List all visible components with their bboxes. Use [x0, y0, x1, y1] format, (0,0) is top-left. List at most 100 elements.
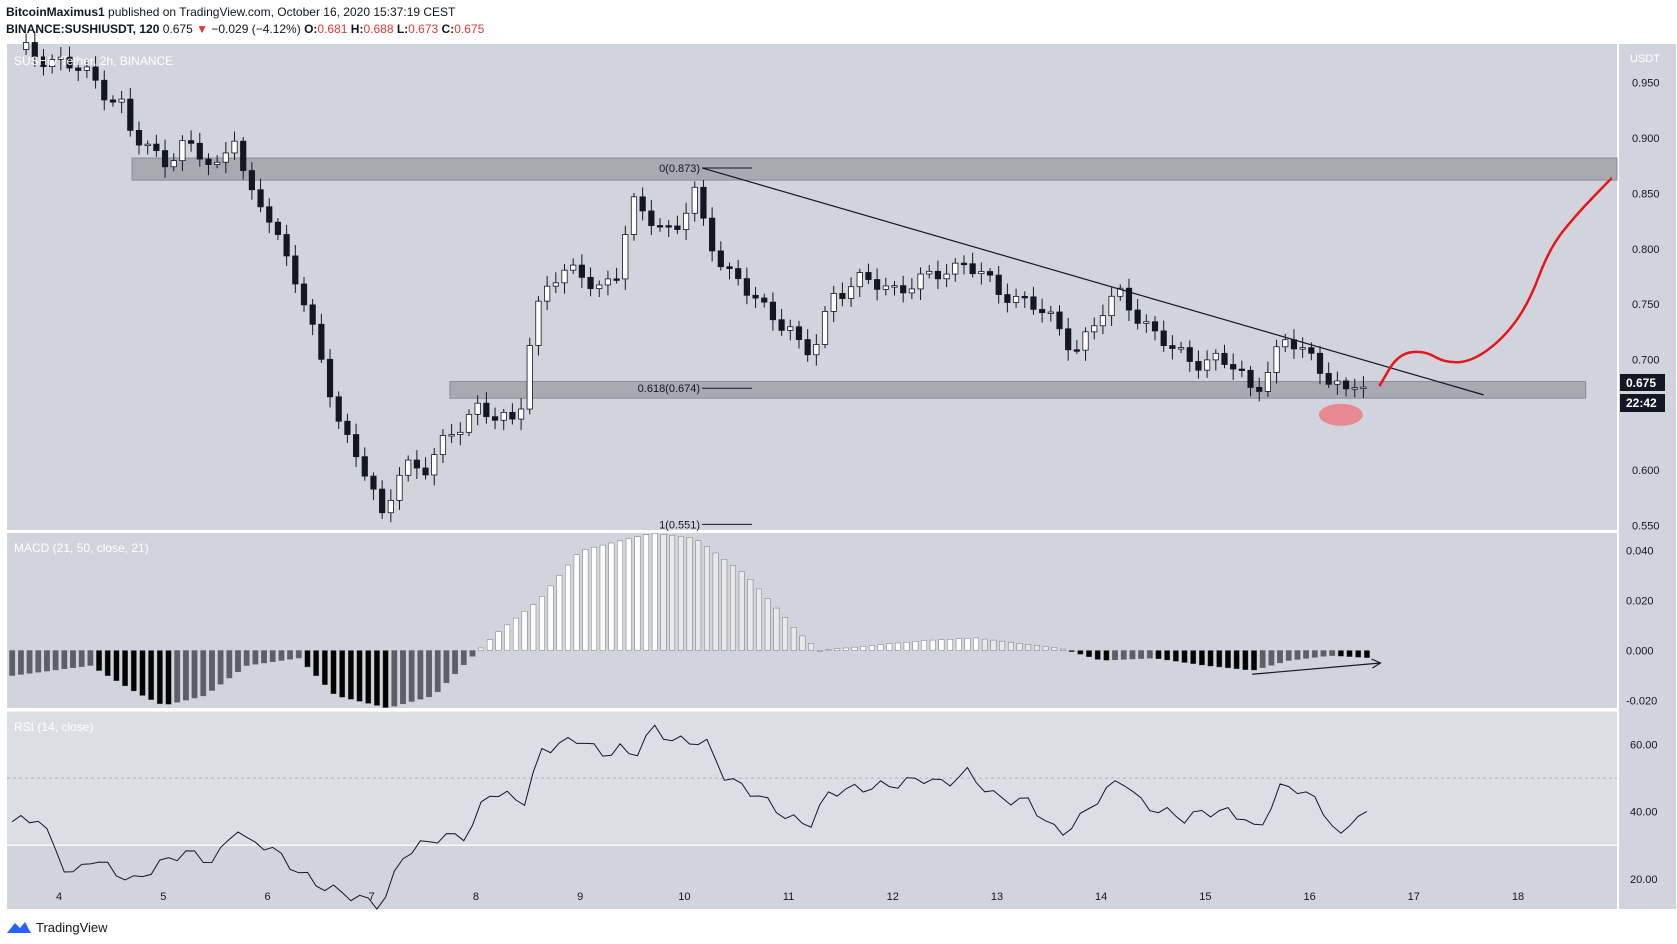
candle-body[interactable]: [353, 434, 360, 458]
candle-body[interactable]: [1030, 296, 1037, 310]
candle-body[interactable]: [1082, 331, 1089, 351]
candle-body[interactable]: [40, 56, 47, 68]
candle-body[interactable]: [118, 98, 125, 103]
candle-body[interactable]: [700, 186, 707, 219]
candle-body[interactable]: [752, 294, 759, 299]
candle-body[interactable]: [49, 59, 56, 68]
candle-body[interactable]: [691, 186, 698, 214]
candle-body[interactable]: [509, 411, 516, 420]
highlight-ellipse[interactable]: [1318, 403, 1363, 426]
price-pane-bg[interactable]: [7, 44, 1617, 531]
candle-body[interactable]: [1047, 311, 1054, 314]
price-axis-bg[interactable]: [1619, 44, 1676, 909]
candle-body[interactable]: [465, 413, 473, 433]
candle-body[interactable]: [943, 273, 950, 280]
candle-body[interactable]: [813, 344, 820, 356]
candle-body[interactable]: [344, 420, 351, 435]
candle-body[interactable]: [127, 98, 134, 131]
candle-body[interactable]: [248, 170, 255, 191]
candle-body[interactable]: [448, 434, 455, 437]
candle-body[interactable]: [1169, 345, 1176, 349]
candle-body[interactable]: [1256, 386, 1263, 392]
candle-body[interactable]: [1073, 349, 1080, 352]
candle-body[interactable]: [613, 278, 620, 281]
candle-body[interactable]: [986, 271, 994, 276]
candle-body[interactable]: [604, 278, 612, 286]
candle-body[interactable]: [1177, 347, 1185, 350]
candle-body[interactable]: [1091, 325, 1098, 333]
candle-body[interactable]: [144, 143, 151, 147]
candle-body[interactable]: [1004, 294, 1011, 303]
candle-body[interactable]: [326, 358, 334, 398]
candle-body[interactable]: [570, 264, 577, 271]
candle-body[interactable]: [31, 42, 38, 58]
candle-body[interactable]: [561, 269, 568, 284]
candle-body[interactable]: [787, 326, 794, 331]
candle-body[interactable]: [222, 152, 229, 163]
candle-body[interactable]: [75, 67, 82, 71]
candle-body[interactable]: [1308, 347, 1315, 354]
macd-divergence-arrow[interactable]: [1252, 662, 1381, 675]
candle-body[interactable]: [387, 499, 394, 514]
candle-body[interactable]: [318, 323, 325, 360]
candle-body[interactable]: [552, 282, 559, 287]
candle-body[interactable]: [161, 150, 169, 168]
candle-body[interactable]: [431, 454, 438, 476]
candle-body[interactable]: [1264, 372, 1271, 392]
candle-body[interactable]: [717, 250, 724, 268]
candle-body[interactable]: [153, 143, 160, 152]
candle-body[interactable]: [483, 402, 490, 418]
candle-body[interactable]: [422, 467, 429, 476]
candle-body[interactable]: [214, 161, 221, 165]
candle-body[interactable]: [1316, 352, 1324, 374]
candle-body[interactable]: [335, 396, 342, 422]
candle-body[interactable]: [596, 284, 603, 290]
candle-body[interactable]: [240, 140, 247, 171]
candle-body[interactable]: [761, 297, 768, 303]
candle-body[interactable]: [1342, 380, 1350, 390]
candle-body[interactable]: [804, 339, 811, 356]
candle-body[interactable]: [630, 196, 638, 235]
candle-body[interactable]: [1282, 339, 1289, 348]
candle-body[interactable]: [656, 225, 664, 228]
candle-body[interactable]: [23, 42, 30, 50]
candle-body[interactable]: [1099, 315, 1107, 327]
candle-body[interactable]: [960, 262, 968, 266]
candle-body[interactable]: [1230, 364, 1237, 370]
candle-body[interactable]: [292, 255, 299, 285]
candle-body[interactable]: [735, 268, 742, 280]
candle-body[interactable]: [170, 160, 177, 168]
candle-body[interactable]: [1134, 309, 1141, 324]
candle-body[interactable]: [474, 402, 481, 415]
candle-body[interactable]: [439, 435, 447, 456]
candle-body[interactable]: [83, 66, 90, 71]
candle-body[interactable]: [1334, 380, 1341, 385]
candle-body[interactable]: [1143, 321, 1150, 324]
candle-body[interactable]: [205, 158, 212, 165]
candle-body[interactable]: [795, 326, 803, 340]
candle-body[interactable]: [1325, 373, 1332, 385]
candle-body[interactable]: [109, 99, 117, 103]
candle-body[interactable]: [648, 210, 655, 226]
candle-body[interactable]: [665, 225, 672, 228]
candle-body[interactable]: [847, 286, 855, 299]
candle-body[interactable]: [587, 276, 594, 290]
candle-body[interactable]: [882, 285, 889, 290]
candle-body[interactable]: [309, 304, 316, 325]
candle-body[interactable]: [500, 411, 507, 421]
candle-body[interactable]: [257, 189, 264, 208]
footer-brand[interactable]: TradingView: [6, 919, 108, 935]
candle-body[interactable]: [1065, 328, 1072, 351]
candle-body[interactable]: [1021, 295, 1028, 299]
candle-body[interactable]: [1056, 311, 1063, 330]
candle-body[interactable]: [526, 345, 533, 410]
candle-body[interactable]: [969, 263, 976, 275]
candle-body[interactable]: [778, 319, 785, 331]
candle-body[interactable]: [57, 56, 64, 60]
candle-body[interactable]: [1125, 287, 1133, 311]
candle-body[interactable]: [1186, 347, 1193, 362]
projection-path[interactable]: [1378, 176, 1613, 387]
candle-body[interactable]: [908, 288, 915, 294]
candle-body[interactable]: [491, 416, 499, 421]
